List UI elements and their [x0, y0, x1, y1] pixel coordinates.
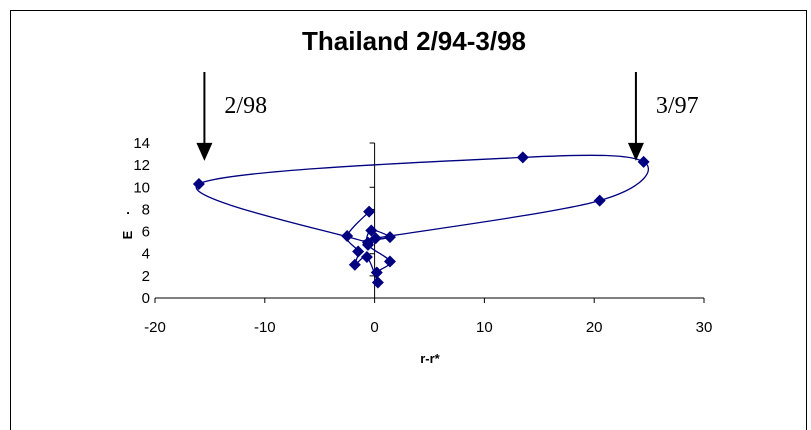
y-axis-label: E: [120, 230, 135, 239]
y-axis-label-dot: .: [126, 202, 130, 217]
data-point: [370, 266, 383, 279]
chart-title: Thailand 2/94-3/98: [302, 26, 526, 56]
data-point: [383, 231, 396, 244]
y-tick-label: 4: [142, 246, 150, 263]
data-point: [360, 251, 373, 264]
data-point: [371, 276, 384, 289]
annotation-label: 2/98: [224, 93, 267, 119]
data-point: [192, 177, 205, 190]
y-tick-label: 6: [142, 224, 150, 241]
chart-annotations: 2/98 3/97: [196, 72, 699, 161]
y-tick-label: 8: [142, 201, 150, 218]
x-tick-label: -10: [254, 319, 276, 336]
x-tick-label: 0: [370, 319, 378, 336]
annotation-label: 3/97: [656, 93, 699, 119]
data-point: [516, 151, 529, 164]
data-point: [352, 245, 365, 258]
x-tick-label: -20: [144, 319, 166, 336]
data-point: [637, 155, 650, 168]
annotation-arrow-head: [627, 142, 644, 161]
y-tick-label: 14: [133, 135, 150, 152]
x-tick-label: 20: [586, 319, 603, 336]
chart-axes: -20 -10 0 10 20 30 0 2 4 6 8 10 12 14: [133, 135, 712, 336]
chart-frame: [10, 10, 807, 430]
data-point: [369, 232, 382, 245]
annotation-arrow-head: [196, 142, 213, 161]
series-line: [195, 154, 649, 284]
data-point: [593, 194, 606, 207]
x-axis-label: r-r*: [420, 351, 440, 366]
chart-series: [192, 151, 650, 289]
y-tick-label: 2: [142, 268, 150, 285]
y-tick-label: 12: [133, 157, 150, 174]
data-point: [365, 224, 378, 237]
data-point: [363, 205, 376, 218]
x-tick-label: 10: [476, 319, 493, 336]
data-point: [383, 255, 396, 268]
data-point: [362, 236, 375, 249]
y-tick-label: 10: [133, 179, 150, 196]
y-tick-label: 0: [142, 290, 150, 307]
data-point: [348, 258, 361, 271]
x-tick-label: 30: [696, 319, 713, 336]
data-point: [341, 230, 354, 242]
